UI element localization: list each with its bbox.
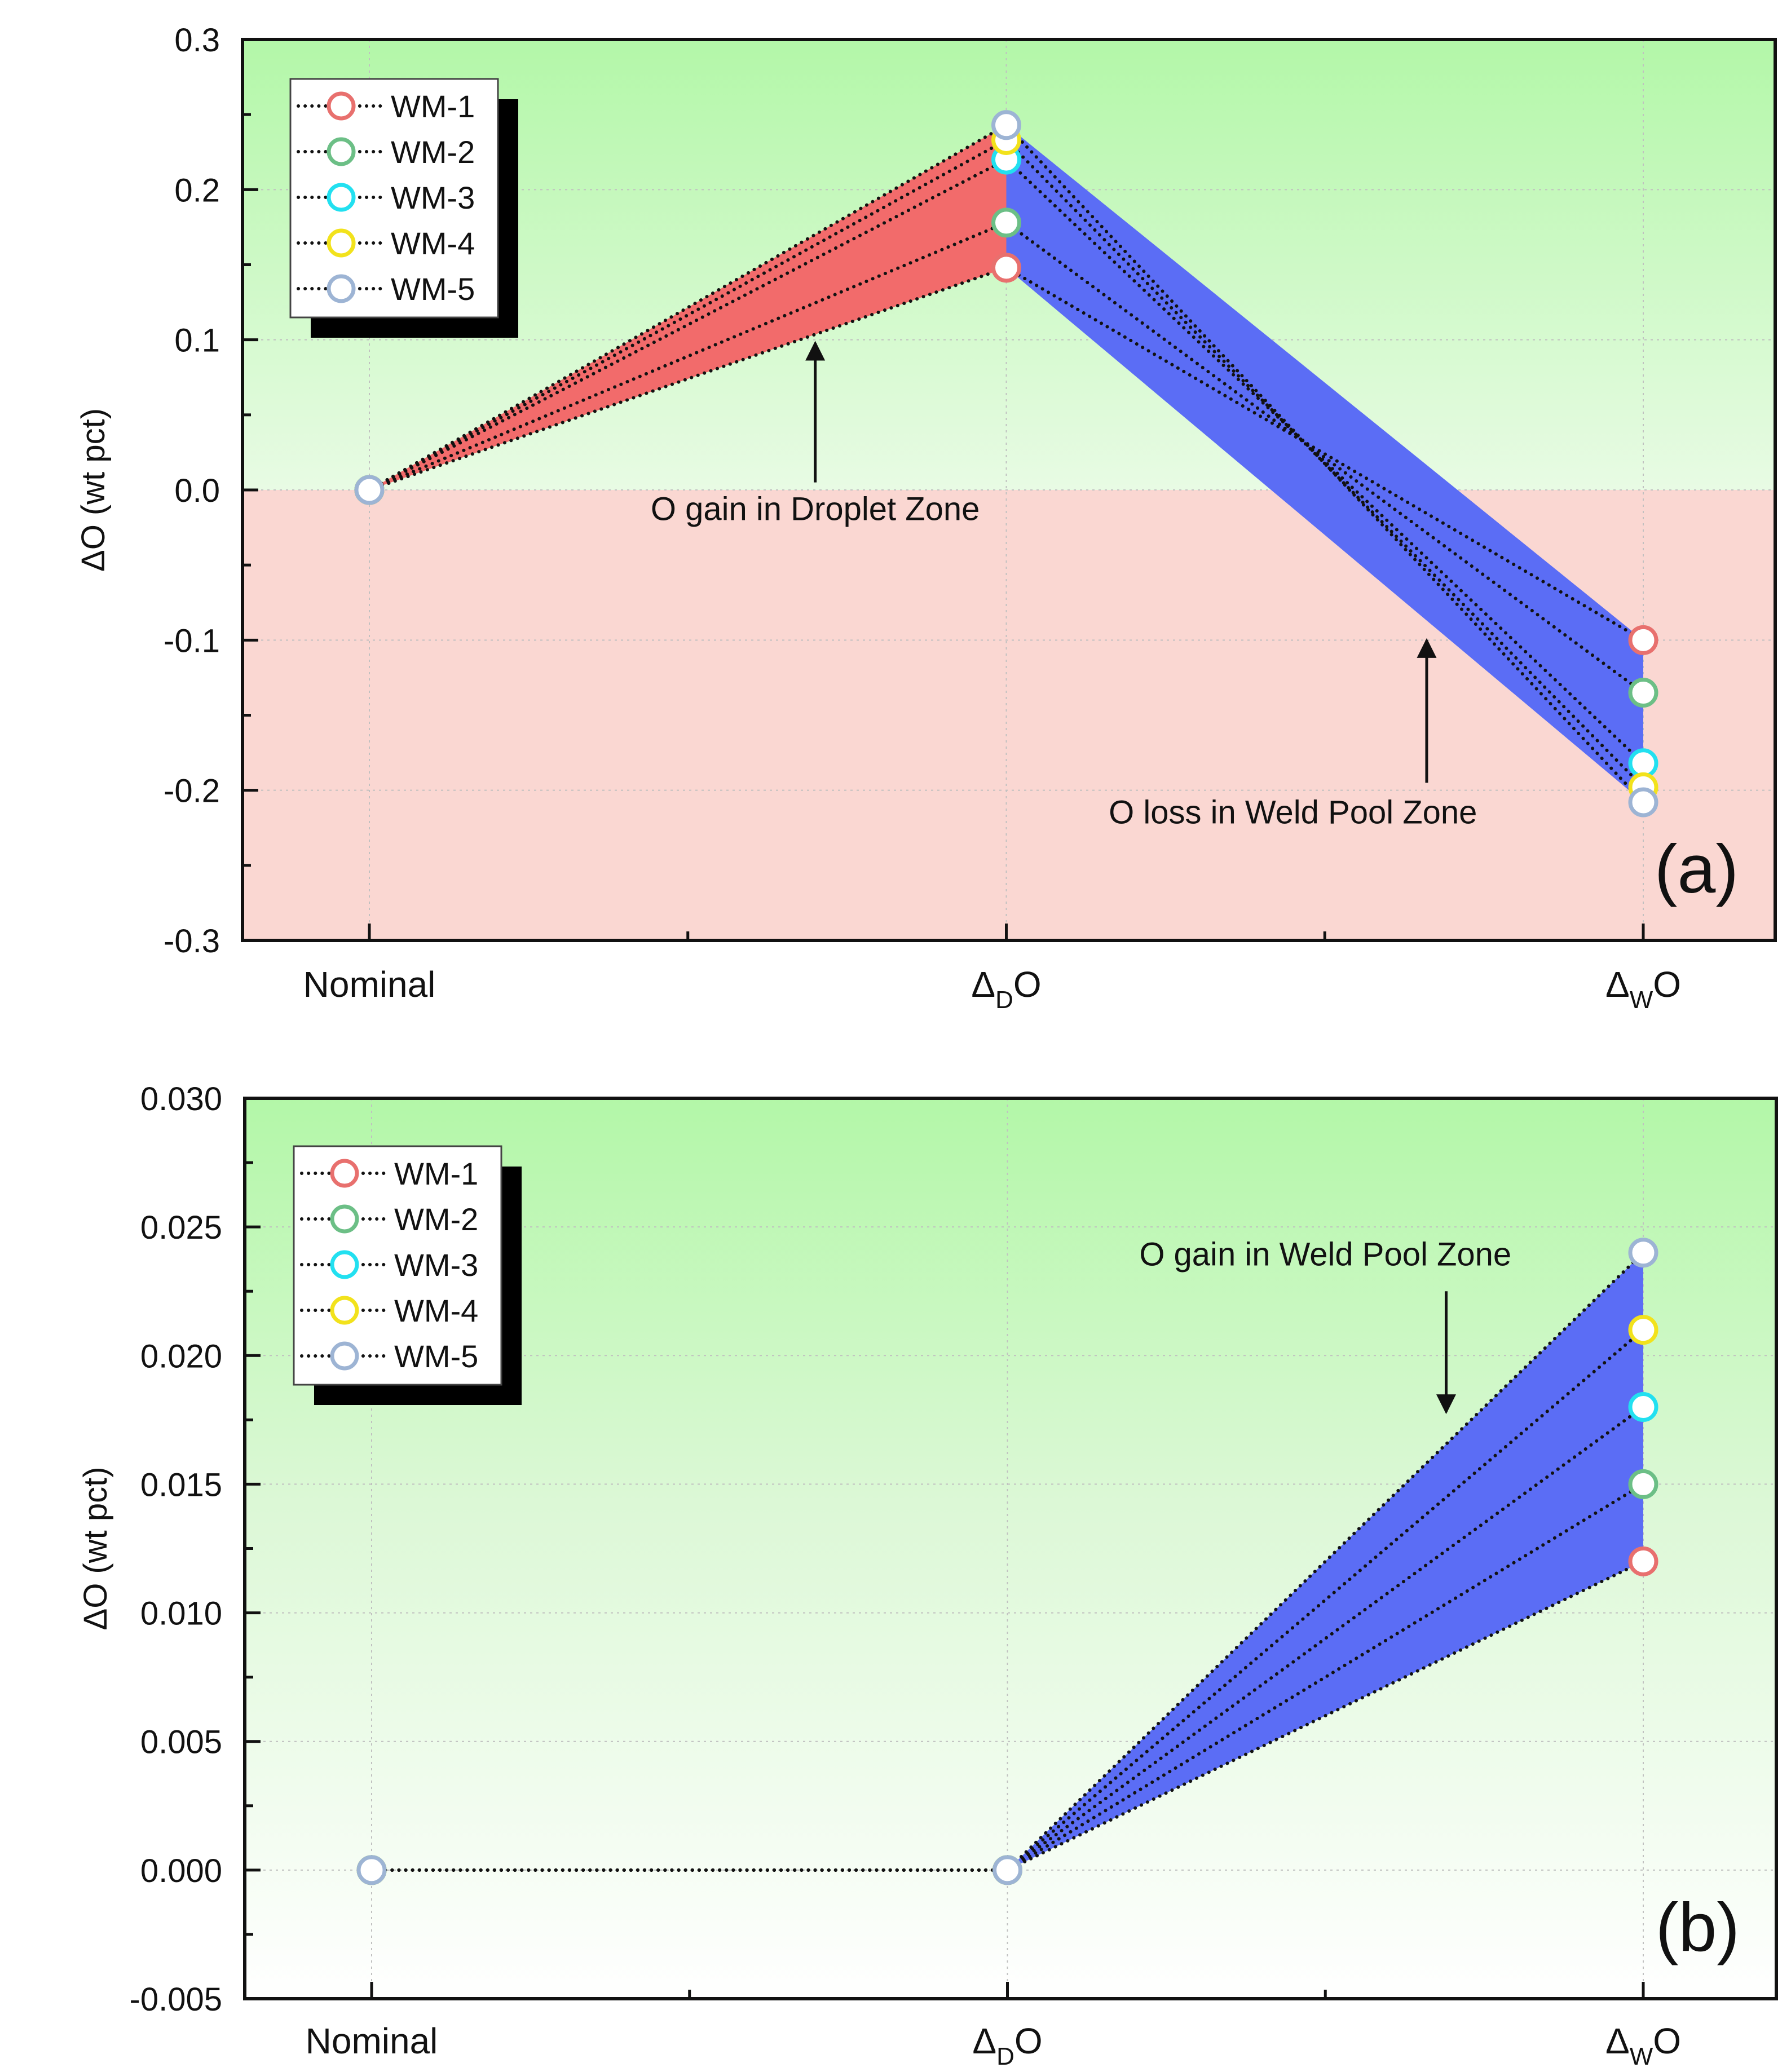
y-tick-label: 0.3 xyxy=(174,22,220,59)
legend-marker-wm-1 xyxy=(330,1159,359,1188)
y-tick-label: 0.005 xyxy=(140,1724,222,1761)
y-tick-label: -0.1 xyxy=(164,622,220,659)
y-tick-label: 0.030 xyxy=(140,1081,222,1117)
legend-marker-wm-5 xyxy=(330,1341,359,1371)
y-tick-label: 0.015 xyxy=(140,1466,222,1503)
x-category-tail: O xyxy=(1014,2021,1043,2061)
legend-marker-wm-4 xyxy=(330,1296,359,1325)
point-wm-2-1 xyxy=(991,207,1021,238)
legend-marker-wm-2 xyxy=(327,137,356,166)
x-category-label: ΔDO xyxy=(971,964,1041,1014)
y-tick-label: 0.025 xyxy=(140,1209,222,1246)
point-wm-4-2 xyxy=(1628,1315,1658,1345)
legend: WM-1 WM-2 WM-3 WM-4 WM-5 xyxy=(289,78,518,338)
legend: WM-1 WM-2 WM-3 WM-4 WM-5 xyxy=(293,1145,522,1405)
x-category-tail: O xyxy=(1013,964,1042,1005)
x-category-label: Nominal xyxy=(306,2021,438,2061)
y-tick-label: 0.020 xyxy=(140,1338,222,1375)
y-tick-label: 0.010 xyxy=(140,1596,222,1632)
x-category-subscript: D xyxy=(996,2043,1014,2070)
y-tick-label: 0.2 xyxy=(174,172,220,209)
y-tick-label: -0.2 xyxy=(164,773,220,810)
point-wm-3-2 xyxy=(1628,748,1658,779)
y-tick-label: 0.0 xyxy=(174,472,220,509)
y-axis-title: ΔO (wt pct) xyxy=(75,408,112,572)
point-wm-5-2 xyxy=(1628,1238,1658,1268)
point-wm-2-2 xyxy=(1628,1469,1658,1499)
legend-marker-wm-2 xyxy=(330,1204,359,1234)
legend-label-wm-4: WM-4 xyxy=(394,1293,478,1328)
legend-marker-wm-3 xyxy=(330,1250,359,1279)
y-tick-label: -0.3 xyxy=(164,923,220,960)
point-wm-2-2 xyxy=(1628,678,1658,708)
x-category-subscript: W xyxy=(1630,2043,1653,2070)
panel-b: -0.005 0.000 0.005 0.010 0.015 0.020 0.025 0.03… xyxy=(77,1081,1778,2070)
x-category-label: ΔWO xyxy=(1605,2021,1681,2070)
point-wm-1-2 xyxy=(1628,1546,1658,1576)
point-wm-1-2 xyxy=(1628,625,1658,655)
legend-label-wm-5: WM-5 xyxy=(394,1338,478,1374)
legend-label-wm-2: WM-2 xyxy=(391,134,475,170)
legend-marker-wm-5 xyxy=(327,274,356,303)
series-line-wm-5 xyxy=(368,123,1645,804)
series-line-wm-4 xyxy=(368,138,1645,789)
annotation-text: O gain in Droplet Zone xyxy=(651,491,980,527)
point-wm-5-2 xyxy=(1628,787,1658,818)
panel-label: (a) xyxy=(1655,830,1739,907)
legend-label-wm-1: WM-1 xyxy=(391,89,475,124)
x-category-label: ΔWO xyxy=(1605,964,1681,1014)
point-wm-5-1 xyxy=(991,110,1021,140)
panel-a: -0.3 -0.2 -0.1 0.0 0.1 0.2 0.3 Nominal ΔDO ΔWO ΔO … xyxy=(75,22,1777,1014)
point-wm-1-1 xyxy=(991,253,1021,283)
legend-label-wm-4: WM-4 xyxy=(391,226,475,261)
y-axis-title: ΔO (wt pct) xyxy=(77,1466,114,1630)
point-wm-3-2 xyxy=(1628,1392,1658,1422)
point-wm-5-0 xyxy=(356,1855,387,1885)
x-category-tail: O xyxy=(1653,964,1681,1005)
x-category-label: Nominal xyxy=(303,964,436,1005)
legend-marker-wm-3 xyxy=(327,183,356,212)
point-wm-5-1 xyxy=(992,1855,1022,1885)
panel-label: (b) xyxy=(1656,1889,1740,1965)
y-tick-label: 0.1 xyxy=(174,322,220,359)
legend-label-wm-5: WM-5 xyxy=(391,271,475,307)
annotation-text: O loss in Weld Pool Zone xyxy=(1109,794,1477,830)
point-wm-5-0 xyxy=(354,475,385,505)
x-category-tail: O xyxy=(1653,2021,1681,2061)
x-category-subscript: D xyxy=(995,986,1013,1014)
x-category-subscript: W xyxy=(1630,986,1653,1014)
legend-label-wm-1: WM-1 xyxy=(394,1156,478,1191)
legend-label-wm-2: WM-2 xyxy=(394,1201,478,1237)
y-tick-label: 0.000 xyxy=(140,1853,222,1889)
x-category-label: ΔDO xyxy=(972,2021,1042,2070)
y-tick-label: -0.005 xyxy=(130,1981,222,2018)
legend-marker-wm-4 xyxy=(327,228,356,258)
legend-label-wm-3: WM-3 xyxy=(391,180,475,215)
legend-marker-wm-1 xyxy=(327,91,356,121)
legend-label-wm-3: WM-3 xyxy=(394,1247,478,1283)
annotation-text: O gain in Weld Pool Zone xyxy=(1139,1236,1511,1273)
